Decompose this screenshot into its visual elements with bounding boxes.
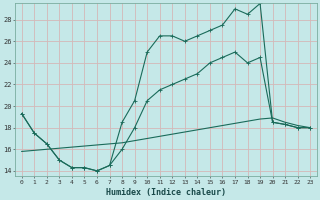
X-axis label: Humidex (Indice chaleur): Humidex (Indice chaleur) (106, 188, 226, 197)
